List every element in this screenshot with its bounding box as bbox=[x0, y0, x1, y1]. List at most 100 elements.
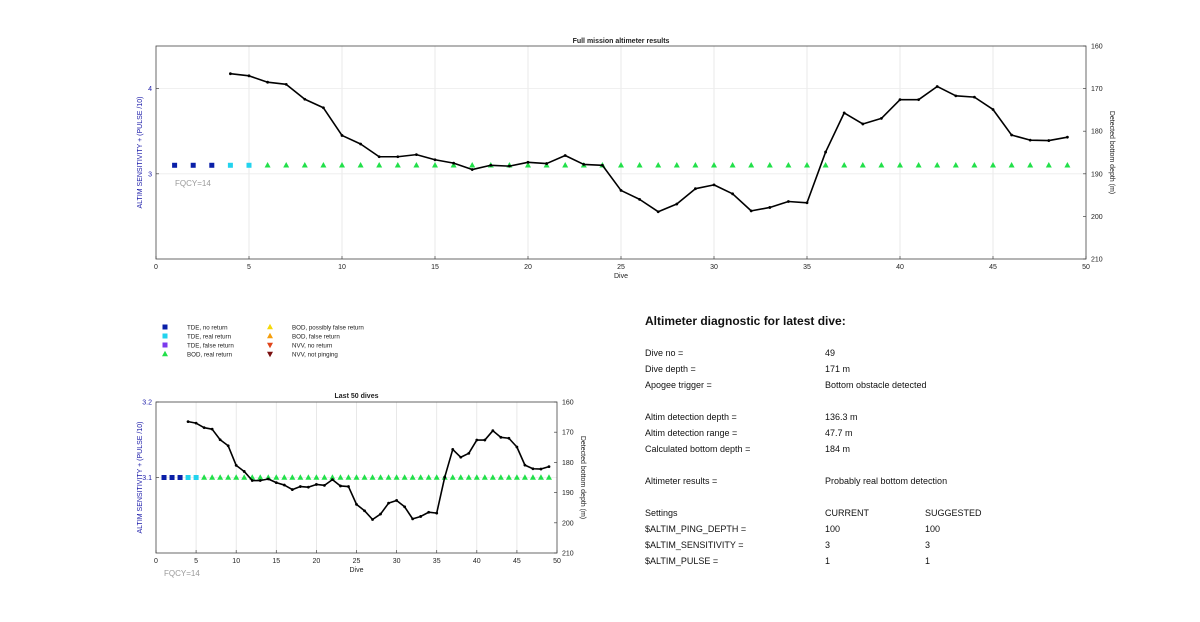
bottom-depth-point bbox=[377, 155, 381, 159]
x-tick-label: 50 bbox=[553, 558, 561, 565]
bottom-depth-point bbox=[306, 485, 310, 489]
bottom-depth-point bbox=[250, 479, 254, 482]
bottom-depth-point bbox=[917, 98, 920, 102]
sensitivity-label: $ALTIM_SENSITIVITY = bbox=[645, 540, 744, 550]
bottom-depth-point bbox=[433, 158, 437, 162]
y-right-tick-label: 190 bbox=[1091, 171, 1103, 178]
diagnostic-marker bbox=[636, 162, 643, 168]
results-label: Altimeter results = bbox=[645, 476, 718, 486]
dive-no-label: Dive no = bbox=[645, 348, 684, 358]
y-right-tick-label: 210 bbox=[1091, 257, 1103, 264]
bottom-depth-point bbox=[539, 467, 543, 471]
diagnostic-marker bbox=[217, 474, 224, 480]
diagnostic-marker bbox=[432, 162, 438, 168]
legend-label: BOD, false return bbox=[292, 333, 340, 340]
det-range-label: Altim detection range = bbox=[645, 428, 738, 438]
bottom-depth-point bbox=[935, 85, 939, 88]
x-tick-label: 20 bbox=[313, 558, 321, 565]
bottom-depth-point bbox=[282, 483, 286, 487]
bottom-depth-point bbox=[339, 484, 342, 488]
x-tick-label: 25 bbox=[353, 558, 361, 565]
diagnostic-marker bbox=[190, 162, 196, 168]
y-left-axis-label: ALTIM SENSITIVITY + (PULSE /10) bbox=[137, 422, 144, 534]
diagnostic-marker bbox=[457, 474, 464, 480]
bottom-depth-point bbox=[322, 106, 325, 110]
bottom-depth-point bbox=[242, 470, 246, 473]
bottom-depth-point bbox=[483, 438, 487, 442]
bottom-depth-point bbox=[363, 509, 366, 513]
y-right-tick-label: 200 bbox=[1091, 214, 1103, 221]
ping-depth-suggested: 100 bbox=[925, 524, 941, 534]
diagnostic-marker bbox=[265, 474, 272, 480]
legend-label: TDE, false return bbox=[187, 342, 234, 349]
y-right-tick-label: 160 bbox=[1091, 44, 1103, 51]
diagnostic-marker bbox=[313, 474, 320, 480]
pulse-current: 1 bbox=[825, 556, 831, 566]
current-header: CURRENT bbox=[825, 508, 869, 518]
bottom-depth-point bbox=[749, 209, 753, 213]
diagnostic-marker bbox=[357, 162, 364, 168]
bottom-depth-point bbox=[340, 134, 344, 137]
diagnostic-marker bbox=[655, 162, 662, 168]
diagnostic-marker bbox=[369, 474, 376, 480]
diagnostic-marker bbox=[785, 162, 792, 168]
bottom-depth-point bbox=[266, 80, 269, 84]
y-left-tick-label: 3.2 bbox=[142, 400, 152, 407]
bottom-depth-point bbox=[218, 438, 222, 442]
diagnostic-marker bbox=[289, 474, 296, 480]
bottom-depth-line bbox=[187, 420, 550, 521]
bottom-depth-point bbox=[387, 501, 390, 505]
bottom-depth-point bbox=[475, 438, 479, 442]
pulse-label: $ALTIM_PULSE = bbox=[645, 556, 719, 566]
diagnostic-marker bbox=[409, 474, 416, 480]
x-tick-label: 0 bbox=[154, 264, 158, 271]
apogee-value: Bottom obstacle detected bbox=[825, 380, 927, 390]
diagnostic-marker bbox=[489, 474, 496, 480]
bottom-depth-point bbox=[284, 82, 288, 86]
bottom-depth-point bbox=[601, 163, 604, 167]
diagnostic-marker bbox=[971, 162, 978, 168]
diagnostic-marker bbox=[301, 162, 308, 168]
bottom-depth-point bbox=[898, 98, 902, 102]
bottom-depth-point bbox=[229, 72, 232, 76]
diagnostic-marker bbox=[711, 162, 717, 168]
diagnostic-marker bbox=[169, 475, 175, 480]
diagnostic-marker bbox=[377, 474, 384, 480]
diagnostic-marker bbox=[529, 474, 536, 480]
bottom-depth-point bbox=[443, 475, 447, 479]
bottom-depth-point bbox=[545, 162, 548, 165]
bottom-depth-point bbox=[531, 467, 535, 471]
diagnostic-marker bbox=[281, 474, 288, 480]
diagnostic-marker bbox=[227, 162, 233, 168]
x-tick-label: 35 bbox=[803, 264, 811, 271]
x-tick-label: 40 bbox=[473, 558, 481, 565]
legend-marker bbox=[162, 342, 168, 348]
bottom-depth-point bbox=[415, 153, 418, 157]
calc-bottom-label: Calculated bottom depth = bbox=[645, 444, 751, 454]
dive-depth-value: 171 m bbox=[825, 364, 851, 374]
diagnostic-marker bbox=[337, 474, 344, 480]
bottom-depth-point bbox=[768, 206, 772, 209]
bottom-depth-point bbox=[731, 192, 734, 196]
diagnostic-marker bbox=[264, 162, 271, 168]
x-tick-label: 25 bbox=[617, 264, 625, 271]
diagnostic-marker bbox=[361, 474, 368, 480]
diagnostic-marker bbox=[297, 474, 304, 480]
diagnostic-marker bbox=[562, 162, 569, 168]
y-right-tick-label: 160 bbox=[562, 400, 574, 407]
legend-marker bbox=[267, 332, 273, 339]
bottom-depth-point bbox=[523, 463, 527, 467]
legend-marker bbox=[162, 324, 168, 330]
x-axis-label: Dive bbox=[349, 567, 363, 574]
x-tick-label: 50 bbox=[1082, 264, 1090, 271]
diagnostic-marker bbox=[841, 162, 848, 168]
diagnostic-marker bbox=[209, 162, 215, 168]
y-left-tick-label: 3.1 bbox=[142, 475, 152, 482]
bottom-depth-point bbox=[861, 122, 865, 126]
y-left-axis-label: ALTIM SENSITIVITY + (PULSE /10) bbox=[137, 97, 144, 209]
bottom-depth-point bbox=[379, 512, 382, 516]
bottom-depth-point bbox=[234, 464, 238, 467]
diagnostic-marker bbox=[413, 162, 420, 168]
settings-label: Settings bbox=[645, 508, 678, 518]
